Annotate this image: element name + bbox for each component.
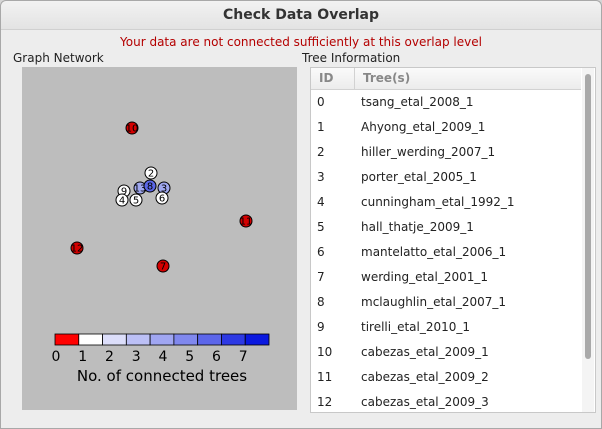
table-row[interactable]: 10 cabezas_etal_2009_1: [311, 340, 581, 365]
table-row[interactable]: 5 hall_thatje_2009_1: [311, 215, 581, 240]
table-row[interactable]: 9 tirelli_etal_2010_1: [311, 315, 581, 340]
row-id: 7: [317, 270, 325, 284]
row-tree-name: cabezas_etal_2009_2: [361, 370, 489, 384]
graph-node-label: 9: [121, 187, 127, 198]
colorbar-tick-label: 2: [105, 349, 114, 365]
graph-node[interactable]: 4: [115, 193, 129, 207]
colorbar-segment: [125, 333, 151, 346]
graph-node-label: 6: [159, 194, 165, 205]
row-id: 9: [317, 320, 325, 334]
graph-node[interactable]: 10: [125, 121, 139, 135]
graph-node[interactable]: 5: [129, 193, 143, 207]
colorbar-segment: [173, 333, 199, 346]
colorbar-tick-label: 0: [52, 349, 61, 365]
graph-node[interactable]: 6: [155, 191, 169, 205]
graph-node-label: 5: [133, 196, 139, 207]
table-header: ID Tree(s): [311, 68, 581, 90]
table-row[interactable]: 0 tsang_etal_2008_1: [311, 90, 581, 115]
graph-node[interactable]: 12: [70, 241, 84, 255]
graph-node-label: 11: [240, 217, 253, 228]
graph-node-label: 4: [119, 196, 125, 207]
colorbar-tick-label: 7: [239, 349, 248, 365]
row-tree-name: porter_etal_2005_1: [361, 170, 477, 184]
colorbar-tick-label: 5: [185, 349, 194, 365]
colorbar-tick-label: 3: [132, 349, 141, 365]
row-id: 0: [317, 95, 325, 109]
row-id: 11: [317, 370, 333, 384]
row-tree-name: hiller_werding_2007_1: [361, 145, 496, 159]
row-id: 1: [317, 120, 325, 134]
row-tree-name: tirelli_etal_2010_1: [361, 320, 471, 334]
scrollbar-thumb[interactable]: [585, 74, 591, 359]
row-id: 4: [317, 195, 325, 209]
row-tree-name: tsang_etal_2008_1: [361, 95, 474, 109]
row-id: 6: [317, 245, 325, 259]
table-row[interactable]: 11 cabezas_etal_2009_2: [311, 365, 581, 390]
colorbar-segment: [102, 333, 127, 346]
row-id: 3: [317, 170, 325, 184]
table-row[interactable]: 4 cunningham_etal_1992_1: [311, 190, 581, 215]
table-row[interactable]: 1 Ahyong_etal_2009_1: [311, 115, 581, 140]
graph-network-label: Graph Network: [13, 51, 104, 65]
colorbar-segment: [54, 333, 80, 346]
row-id: 5: [317, 220, 325, 234]
row-tree-name: Ahyong_etal_2009_1: [361, 120, 486, 134]
graph-node[interactable]: 13: [133, 181, 147, 195]
row-id: 10: [317, 345, 333, 359]
column-header-trees[interactable]: Tree(s): [363, 71, 411, 85]
colorbar-segment: [244, 333, 270, 346]
table-row[interactable]: 2 hiller_werding_2007_1: [311, 140, 581, 165]
table-row[interactable]: 7 werding_etal_2001_1: [311, 265, 581, 290]
row-tree-name: cabezas_etal_2009_3: [361, 395, 489, 409]
row-tree-name: cunningham_etal_1992_1: [361, 195, 515, 209]
graph-node-label: 7: [160, 262, 166, 273]
colorbar-tick-label: 4: [159, 349, 168, 365]
row-id: 2: [317, 145, 325, 159]
graph-node-label: 3: [161, 184, 167, 195]
graph-node[interactable]: 7: [156, 259, 170, 273]
vertical-scrollbar[interactable]: [582, 68, 594, 412]
colorbar-tick-label: 1: [78, 349, 87, 365]
graph-node-label: 8: [147, 182, 153, 193]
window-title: Check Data Overlap: [223, 7, 379, 23]
table-row[interactable]: 12 cabezas_etal_2009_3: [311, 390, 581, 412]
column-header-id[interactable]: ID: [311, 68, 355, 89]
title-bar[interactable]: Check Data Overlap: [1, 1, 601, 30]
graph-node[interactable]: 11: [239, 214, 253, 228]
graph-node-label: 12: [71, 244, 84, 255]
row-tree-name: mclaughlin_etal_2007_1: [361, 295, 507, 309]
graph-node[interactable]: 8: [143, 179, 157, 193]
colorbar-segment: [149, 333, 175, 346]
colorbar-tick-label: 6: [212, 349, 221, 365]
table-body: 0 tsang_etal_2008_1 1 Ahyong_etal_2009_1 2 hi…: [311, 90, 581, 412]
row-tree-name: hall_thatje_2009_1: [361, 220, 474, 234]
graph-node[interactable]: 3: [157, 181, 171, 195]
colorbar-segment: [78, 333, 103, 346]
graph-network-canvas[interactable]: 10 2 9 13 8 3 4 5 6 11 12 7 0 1 2 3 4 5 6 7 No. of connected…: [22, 67, 297, 410]
row-id: 12: [317, 395, 333, 409]
colorbar-segment: [197, 333, 222, 346]
table-row[interactable]: 6 mantelatto_etal_2006_1: [311, 240, 581, 265]
row-tree-name: cabezas_etal_2009_1: [361, 345, 489, 359]
tree-information-label: Tree Information: [302, 51, 401, 65]
graph-node-label: 2: [148, 169, 154, 180]
table-row[interactable]: 8 mclaughlin_etal_2007_1: [311, 290, 581, 315]
table-row[interactable]: 3 porter_etal_2005_1: [311, 165, 581, 190]
tree-information-table[interactable]: ID Tree(s) 0 tsang_etal_2008_1 1 Ahyong_eta…: [310, 67, 596, 413]
graph-node-label: 10: [126, 124, 139, 135]
row-tree-name: werding_etal_2001_1: [361, 270, 489, 284]
row-id: 8: [317, 295, 325, 309]
graph-node-label: 13: [134, 184, 147, 195]
colorbar-segment: [221, 333, 246, 346]
graph-node[interactable]: 2: [144, 166, 158, 180]
connectivity-warning: Your data are not connected sufficiently…: [120, 35, 482, 49]
colorbar-label: No. of connected trees: [77, 367, 247, 385]
row-tree-name: mantelatto_etal_2006_1: [361, 245, 507, 259]
